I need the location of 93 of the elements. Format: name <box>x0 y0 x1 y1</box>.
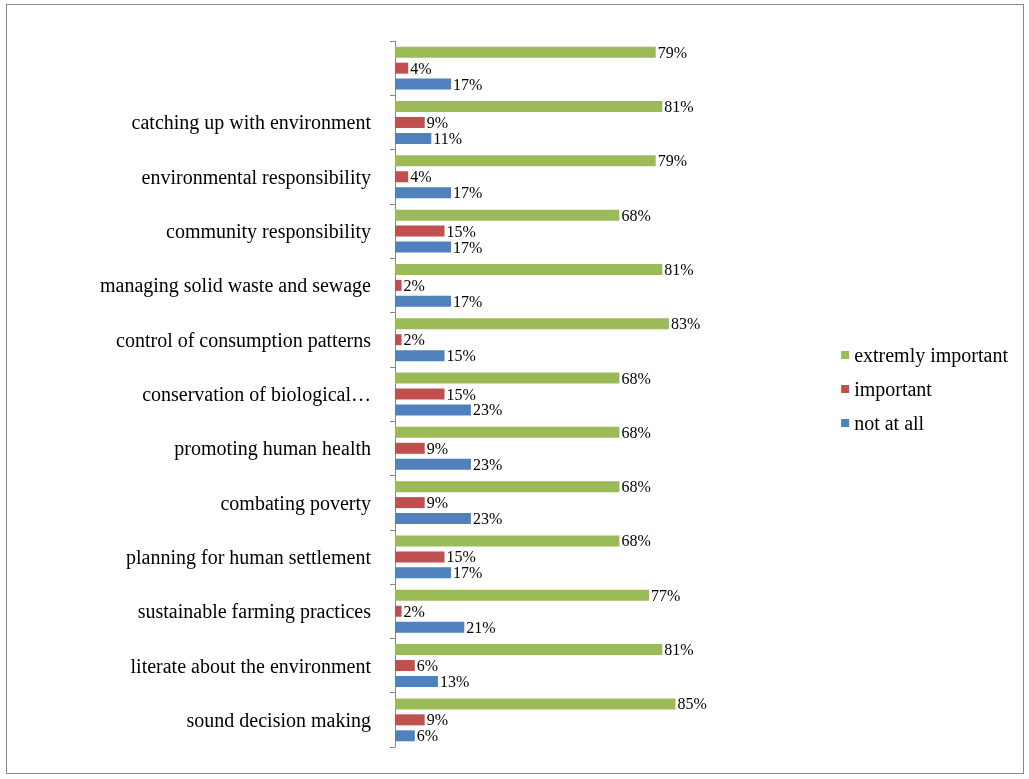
bar <box>395 660 415 672</box>
bar <box>395 714 425 726</box>
data-label: 15% <box>446 385 476 403</box>
bar <box>395 350 445 362</box>
y-tick-label: managing solid waste and sewage <box>99 274 372 298</box>
bar <box>395 605 402 617</box>
data-label: 23% <box>472 455 503 473</box>
data-label: 17% <box>453 292 483 310</box>
legend-label: important <box>854 378 933 401</box>
bar <box>395 241 452 253</box>
bar <box>395 171 409 183</box>
y-tick-label: promoting human health <box>174 437 371 461</box>
bar <box>395 155 656 167</box>
bar <box>395 101 663 113</box>
bar <box>395 442 425 454</box>
data-label: 4% <box>410 59 432 77</box>
data-label: 17% <box>453 75 483 93</box>
legend-label: extremly important <box>854 344 1009 367</box>
data-label: 79% <box>657 43 688 61</box>
data-label: 17% <box>453 564 483 582</box>
y-tick-label: control of consumption patterns <box>116 328 372 352</box>
data-label: 79% <box>657 152 688 170</box>
data-label: 13% <box>439 672 470 690</box>
bar <box>395 78 452 90</box>
data-label: 68% <box>621 206 651 224</box>
data-label: 68% <box>621 532 651 550</box>
data-label: 11% <box>433 129 463 147</box>
bar <box>395 675 438 687</box>
data-label: 68% <box>621 369 651 387</box>
data-label: 2% <box>403 602 425 620</box>
bar <box>395 279 402 291</box>
bar <box>395 481 620 493</box>
data-label: 9% <box>426 711 449 729</box>
bar <box>395 116 425 128</box>
data-label: 17% <box>453 238 483 256</box>
y-tick-label: planning for human settlement <box>126 545 372 569</box>
bar <box>395 644 663 656</box>
bar <box>395 567 452 579</box>
y-tick-label: environmental responsibility <box>141 165 371 189</box>
y-tick-label: literate about the environment <box>130 654 372 677</box>
data-label: 6% <box>416 657 439 675</box>
y-tick-label: sustainable farming practices <box>137 600 372 624</box>
bar <box>395 372 620 384</box>
data-label: 83% <box>670 315 701 333</box>
bar <box>395 62 409 74</box>
data-label: 9% <box>426 439 449 457</box>
data-label: 15% <box>446 222 476 240</box>
bar <box>395 730 415 742</box>
data-label: 15% <box>446 548 476 566</box>
y-tick-label: conservation of biological… <box>142 383 371 406</box>
y-tick-label: combating poverty <box>220 491 371 515</box>
data-label: 23% <box>472 510 503 528</box>
bar <box>395 225 445 237</box>
bar <box>395 621 465 633</box>
data-label: 85% <box>677 695 707 713</box>
bar <box>395 551 445 563</box>
bar <box>395 513 471 525</box>
data-label: 81% <box>664 641 694 659</box>
y-tick-label: community responsibility <box>166 220 371 244</box>
data-label: 23% <box>472 401 503 419</box>
bar <box>395 497 425 509</box>
data-label: 17% <box>453 184 483 202</box>
bar <box>395 426 620 438</box>
bar <box>395 404 471 416</box>
data-label: 81% <box>664 260 694 278</box>
bar <box>395 458 471 470</box>
bar <box>395 209 620 221</box>
bar <box>395 132 432 144</box>
bar <box>395 263 663 275</box>
data-label: 68% <box>621 423 651 441</box>
bar <box>395 187 452 199</box>
data-label: 81% <box>664 98 694 116</box>
y-tick-label: catching up with environment <box>131 111 372 135</box>
data-label: 9% <box>426 113 449 131</box>
data-label: 68% <box>621 478 651 496</box>
bar <box>395 698 676 710</box>
bar <box>395 295 452 307</box>
data-label: 15% <box>446 347 476 365</box>
bar <box>395 388 445 400</box>
bar <box>395 318 669 330</box>
bar <box>395 589 650 601</box>
data-label: 9% <box>426 494 449 512</box>
bar <box>395 535 620 547</box>
data-label: 4% <box>410 168 432 186</box>
legend-label: not at all <box>854 412 925 434</box>
data-label: 21% <box>466 618 496 636</box>
y-tick-label: sound decision making <box>186 708 371 732</box>
bar <box>395 46 656 58</box>
data-label: 77% <box>651 586 681 604</box>
data-label: 6% <box>416 727 439 745</box>
data-label: 2% <box>403 276 425 294</box>
bar <box>395 334 402 346</box>
data-label: 2% <box>403 331 425 349</box>
